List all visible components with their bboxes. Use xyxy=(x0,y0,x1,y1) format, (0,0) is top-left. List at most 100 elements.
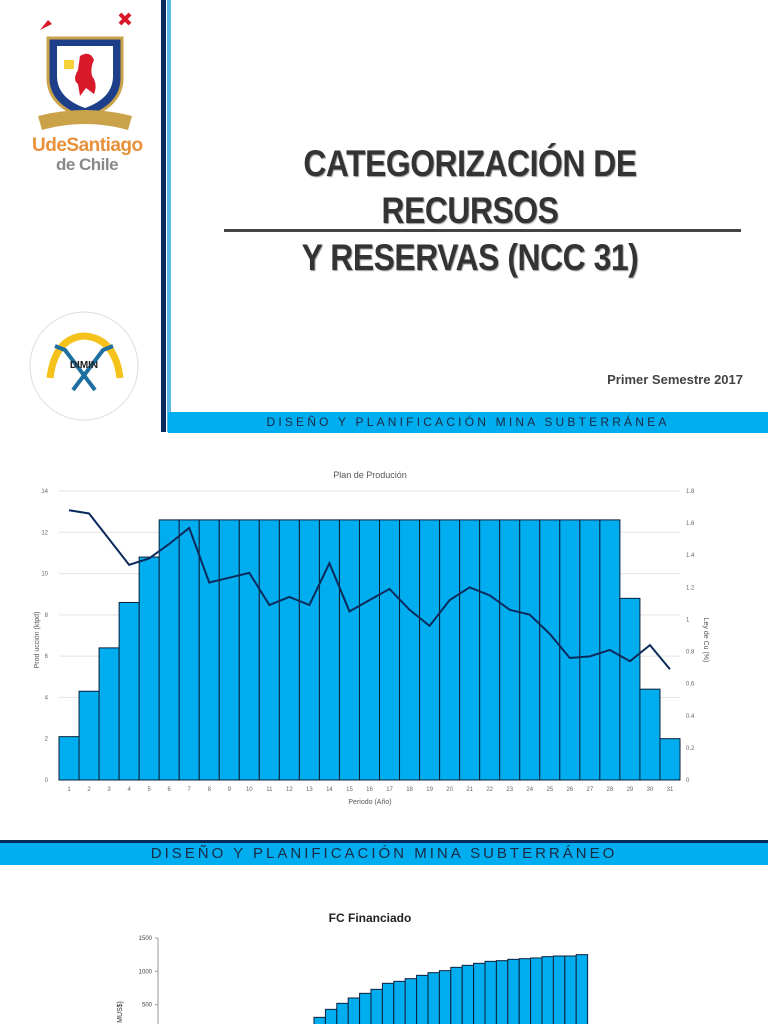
bar xyxy=(439,519,461,781)
y2-tick-label: 1 xyxy=(686,617,690,623)
bar xyxy=(198,519,220,781)
bar xyxy=(336,1002,349,1024)
bar xyxy=(393,980,406,1024)
y2-tick-label: 0.4 xyxy=(686,714,695,720)
y-tick-label: 1000 xyxy=(139,969,153,975)
department-seal-logo: DIMIN xyxy=(29,311,139,421)
bar xyxy=(659,738,681,781)
y-tick-label: 14 xyxy=(41,489,48,495)
bar xyxy=(58,736,80,781)
bar xyxy=(450,966,463,1024)
bar xyxy=(158,519,180,781)
y-tick-label: 4 xyxy=(45,695,49,701)
y-tick-label: 12 xyxy=(41,530,48,536)
x-tick-label: 13 xyxy=(306,787,313,793)
bar xyxy=(552,955,566,1024)
bar xyxy=(78,690,100,781)
x-tick-label: 22 xyxy=(486,787,493,793)
bar xyxy=(416,974,429,1024)
bar xyxy=(313,1016,326,1024)
y2-tick-label: 1.4 xyxy=(686,553,695,559)
x-tick-label: 6 xyxy=(168,787,172,793)
y-axis-label: Prod ucción (ktpd) xyxy=(34,612,41,669)
svg-text:DIMIN: DIMIN xyxy=(70,360,98,371)
bar xyxy=(461,964,475,1024)
bar xyxy=(98,647,120,781)
x-tick-label: 1 xyxy=(67,787,71,793)
x-tick-label: 17 xyxy=(386,787,393,793)
bar xyxy=(379,519,401,781)
bar xyxy=(278,519,300,781)
y-tick-label: 6 xyxy=(45,654,49,660)
x-tick-label: 25 xyxy=(546,787,553,793)
bar xyxy=(484,960,497,1024)
x-tick-label: 28 xyxy=(607,787,614,793)
x-tick-label: 26 xyxy=(566,787,573,793)
bar xyxy=(258,519,280,781)
x-tick-label: 23 xyxy=(506,787,513,793)
bar xyxy=(324,1008,338,1024)
x-tick-label: 20 xyxy=(446,787,453,793)
x-tick-label: 30 xyxy=(647,787,654,793)
x-tick-label: 8 xyxy=(208,787,212,793)
x-tick-label: 16 xyxy=(366,787,373,793)
x-tick-label: 18 xyxy=(406,787,413,793)
bar xyxy=(359,992,372,1024)
grade-line xyxy=(68,509,671,670)
bar xyxy=(639,688,661,781)
y2-tick-label: 1.2 xyxy=(686,585,695,591)
bar xyxy=(298,519,320,781)
x-tick-label: 29 xyxy=(627,787,634,793)
vertical-accent-bar xyxy=(161,0,166,432)
chart-title: Plan de Produción xyxy=(333,470,407,480)
bar xyxy=(518,958,532,1024)
bar xyxy=(541,956,554,1024)
x-tick-label: 9 xyxy=(228,787,232,793)
bar xyxy=(318,519,340,781)
x-axis-label: Periodo (Año) xyxy=(348,799,391,806)
course-band: DISEÑO Y PLANIFICACIÓN MINA SUBTERRÁNEA xyxy=(168,412,768,433)
vertical-accent-bar-light xyxy=(167,0,171,432)
x-tick-label: 14 xyxy=(326,787,333,793)
bar xyxy=(579,519,601,781)
bar xyxy=(218,519,240,781)
y2-tick-label: 1.6 xyxy=(686,521,695,527)
y2-tick-label: 0.2 xyxy=(686,746,695,752)
bar xyxy=(499,519,521,781)
bar xyxy=(178,519,200,781)
bar xyxy=(118,601,140,781)
y-tick-label: 8 xyxy=(45,613,49,619)
bar xyxy=(507,958,520,1024)
bar xyxy=(564,955,577,1024)
bar xyxy=(459,519,481,781)
y2-tick-label: 0.6 xyxy=(686,682,695,688)
x-tick-label: 24 xyxy=(526,787,533,793)
semester-label: Primer Semestre 2017 xyxy=(607,372,743,387)
x-tick-label: 15 xyxy=(346,787,353,793)
bar xyxy=(358,519,381,781)
chart-title: FC Financiado xyxy=(329,911,412,925)
bar xyxy=(404,978,418,1024)
y-tick-label: 500 xyxy=(142,1003,153,1009)
course-band-2: DISEÑO Y PLANIFICACIÓN MINA SUBTERRÁNEO xyxy=(0,843,768,865)
x-tick-label: 4 xyxy=(127,787,131,793)
bar xyxy=(238,519,260,781)
bar xyxy=(519,519,541,781)
bar xyxy=(347,997,361,1024)
university-wordmark: UdeSantiago de Chile xyxy=(32,135,143,174)
x-tick-label: 11 xyxy=(266,787,273,793)
y2-tick-label: 1.8 xyxy=(686,489,695,495)
university-crest-logo xyxy=(38,12,132,130)
page-title: CATEGORIZACIÓN DE RECURSOS Y RESERVAS (N… xyxy=(301,143,639,278)
band-top-line xyxy=(0,840,768,843)
y-tick-label: 1500 xyxy=(139,936,153,942)
bar xyxy=(539,519,561,781)
x-tick-label: 12 xyxy=(286,787,293,793)
bar xyxy=(438,970,452,1024)
bar xyxy=(370,988,383,1024)
bar xyxy=(473,962,486,1024)
y-axis-label: MUS$) xyxy=(117,1001,124,1023)
y-tick-label: 10 xyxy=(41,572,48,578)
x-tick-label: 19 xyxy=(426,787,433,793)
bar xyxy=(138,556,160,781)
